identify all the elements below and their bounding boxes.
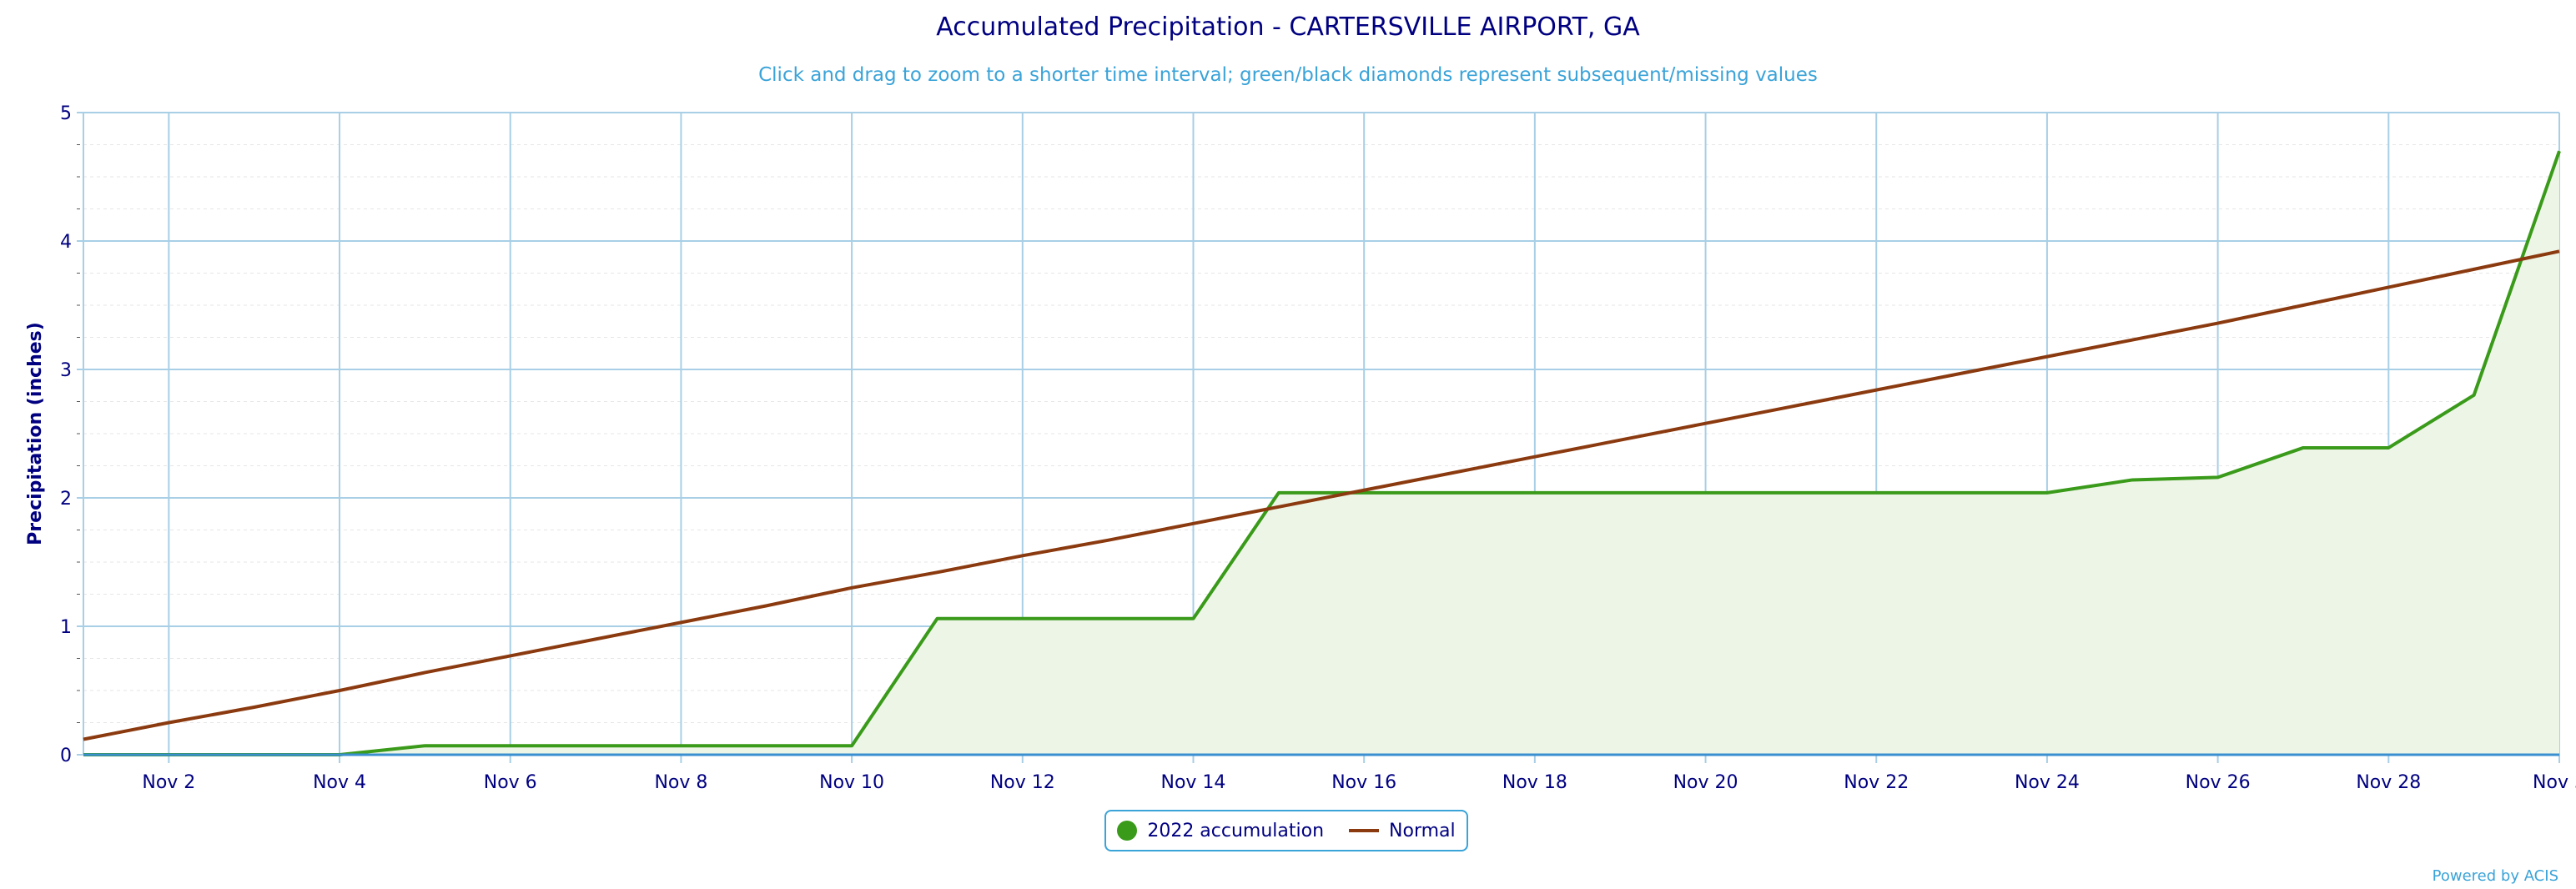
data-point-normal[interactable]: [677, 619, 684, 625]
data-point-normal[interactable]: [1703, 420, 1709, 427]
legend-item-normal[interactable]: Normal: [1349, 821, 1456, 841]
data-point-2022-accumulation[interactable]: [1703, 490, 1709, 496]
data-point-normal[interactable]: [1019, 552, 1026, 559]
x-tick-label: Nov 20: [1673, 772, 1738, 793]
x-tick-label: Nov 2: [142, 772, 195, 793]
data-point-normal[interactable]: [1788, 404, 1794, 410]
data-point-normal[interactable]: [2215, 320, 2221, 327]
credit-link[interactable]: Powered by ACIS: [2433, 867, 2558, 885]
data-point-2022-accumulation[interactable]: [2129, 476, 2136, 483]
data-point-2022-accumulation[interactable]: [1959, 490, 1965, 496]
data-point-normal[interactable]: [1275, 504, 1282, 510]
data-point-normal[interactable]: [1446, 470, 1453, 477]
legend-label-normal: Normal: [1389, 820, 1456, 841]
data-point-normal[interactable]: [336, 687, 343, 694]
data-point-normal[interactable]: [80, 736, 87, 743]
x-tick-label: Nov 18: [1502, 772, 1567, 793]
data-point-2022-accumulation[interactable]: [1190, 615, 1196, 622]
x-tick-label: Nov 24: [2015, 772, 2080, 793]
data-point-2022-accumulation[interactable]: [1788, 490, 1794, 496]
x-tick-label: Nov 26: [2186, 772, 2251, 793]
data-point-2022-accumulation[interactable]: [1532, 490, 1538, 496]
x-tick-label: Nov 4: [313, 772, 366, 793]
series-layer: [80, 148, 2563, 756]
data-point-2022-accumulation[interactable]: [2215, 474, 2221, 480]
data-point-2022-accumulation[interactable]: [1446, 490, 1453, 496]
data-point-normal[interactable]: [1104, 537, 1111, 544]
x-tick-label: Nov 16: [1331, 772, 1396, 793]
data-point-normal[interactable]: [763, 602, 770, 609]
x-tick-label: Nov 8: [654, 772, 707, 793]
data-point-2022-accumulation[interactable]: [1873, 490, 1879, 496]
y-tick-label: 0: [60, 746, 72, 766]
series-line-normal[interactable]: [83, 249, 2560, 741]
y-tick-label: 1: [60, 617, 72, 638]
legend-marker-normal: [1349, 829, 1380, 832]
data-point-normal[interactable]: [421, 669, 428, 676]
data-point-2022-accumulation[interactable]: [2471, 392, 2478, 399]
data-point-2022-accumulation[interactable]: [2556, 148, 2563, 154]
data-point-normal[interactable]: [1617, 437, 1623, 444]
data-point-2022-accumulation[interactable]: [677, 742, 684, 749]
x-tick-label: Nov 12: [990, 772, 1055, 793]
data-point-2022-accumulation[interactable]: [763, 742, 770, 749]
data-point-normal[interactable]: [2556, 248, 2563, 254]
data-point-2022-accumulation[interactable]: [2044, 490, 2050, 496]
y-tick-label: 3: [60, 360, 72, 381]
legend: 2022 accumulation Normal: [1104, 810, 1468, 851]
data-point-normal[interactable]: [1190, 520, 1196, 527]
data-point-normal[interactable]: [933, 569, 940, 575]
chart-title: Accumulated Precipitation - CARTERSVILLE…: [936, 13, 1640, 42]
data-point-2022-accumulation[interactable]: [1275, 490, 1282, 496]
data-point-2022-accumulation[interactable]: [2300, 444, 2307, 451]
data-point-normal[interactable]: [1532, 454, 1538, 460]
y-tick-label: 5: [60, 103, 72, 124]
data-point-normal[interactable]: [2300, 302, 2307, 309]
x-tick-label: Nov 14: [1161, 772, 1226, 793]
data-point-normal[interactable]: [251, 704, 258, 711]
y-tick-label: 2: [60, 489, 72, 510]
data-point-normal[interactable]: [2385, 284, 2392, 290]
data-point-2022-accumulation[interactable]: [2385, 444, 2392, 451]
series-area-2022-accumulation: [83, 151, 2559, 755]
x-tick-label: Nov 22: [1844, 772, 1909, 793]
data-point-normal[interactable]: [165, 720, 172, 726]
legend-item-2022-accumulation[interactable]: 2022 accumulation: [1117, 821, 1324, 841]
data-point-normal[interactable]: [1959, 370, 1965, 377]
data-point-2022-accumulation[interactable]: [933, 615, 940, 622]
data-point-2022-accumulation[interactable]: [507, 742, 514, 749]
data-point-normal[interactable]: [592, 635, 599, 642]
legend-label-2022-accumulation: 2022 accumulation: [1147, 820, 1325, 841]
data-point-2022-accumulation[interactable]: [848, 742, 855, 749]
chart-subtitle: Click and drag to zoom to a shorter time…: [758, 64, 1818, 86]
data-point-2022-accumulation[interactable]: [421, 742, 428, 749]
data-point-2022-accumulation[interactable]: [1617, 490, 1623, 496]
x-tick-label: Nov 10: [819, 772, 884, 793]
y-tick-label: 4: [60, 232, 72, 253]
x-tick-label: Nov 3: [2533, 772, 2576, 793]
data-point-2022-accumulation[interactable]: [592, 742, 599, 749]
x-tick-label: Nov 28: [2356, 772, 2421, 793]
axes: 0 1 2 3 4 5 Nov 2 Nov 4 Nov 6 Nov 8 Nov 10 Nov 12 No…: [60, 103, 2576, 793]
x-tick-label: Nov 6: [484, 772, 537, 793]
legend-marker-2022-accumulation: [1117, 821, 1138, 841]
series-line-2022-accumulation[interactable]: [83, 150, 2561, 756]
data-point-normal[interactable]: [507, 652, 514, 659]
data-point-normal[interactable]: [2471, 266, 2478, 273]
data-point-normal[interactable]: [2044, 354, 2050, 360]
data-point-normal[interactable]: [1873, 387, 1879, 394]
data-point-normal[interactable]: [848, 585, 855, 591]
data-point-normal[interactable]: [2129, 337, 2136, 344]
data-point-normal[interactable]: [1361, 487, 1367, 494]
y-axis-label: Precipitation (inches): [25, 322, 46, 545]
data-point-2022-accumulation[interactable]: [1104, 615, 1111, 622]
data-point-2022-accumulation[interactable]: [1019, 615, 1026, 622]
